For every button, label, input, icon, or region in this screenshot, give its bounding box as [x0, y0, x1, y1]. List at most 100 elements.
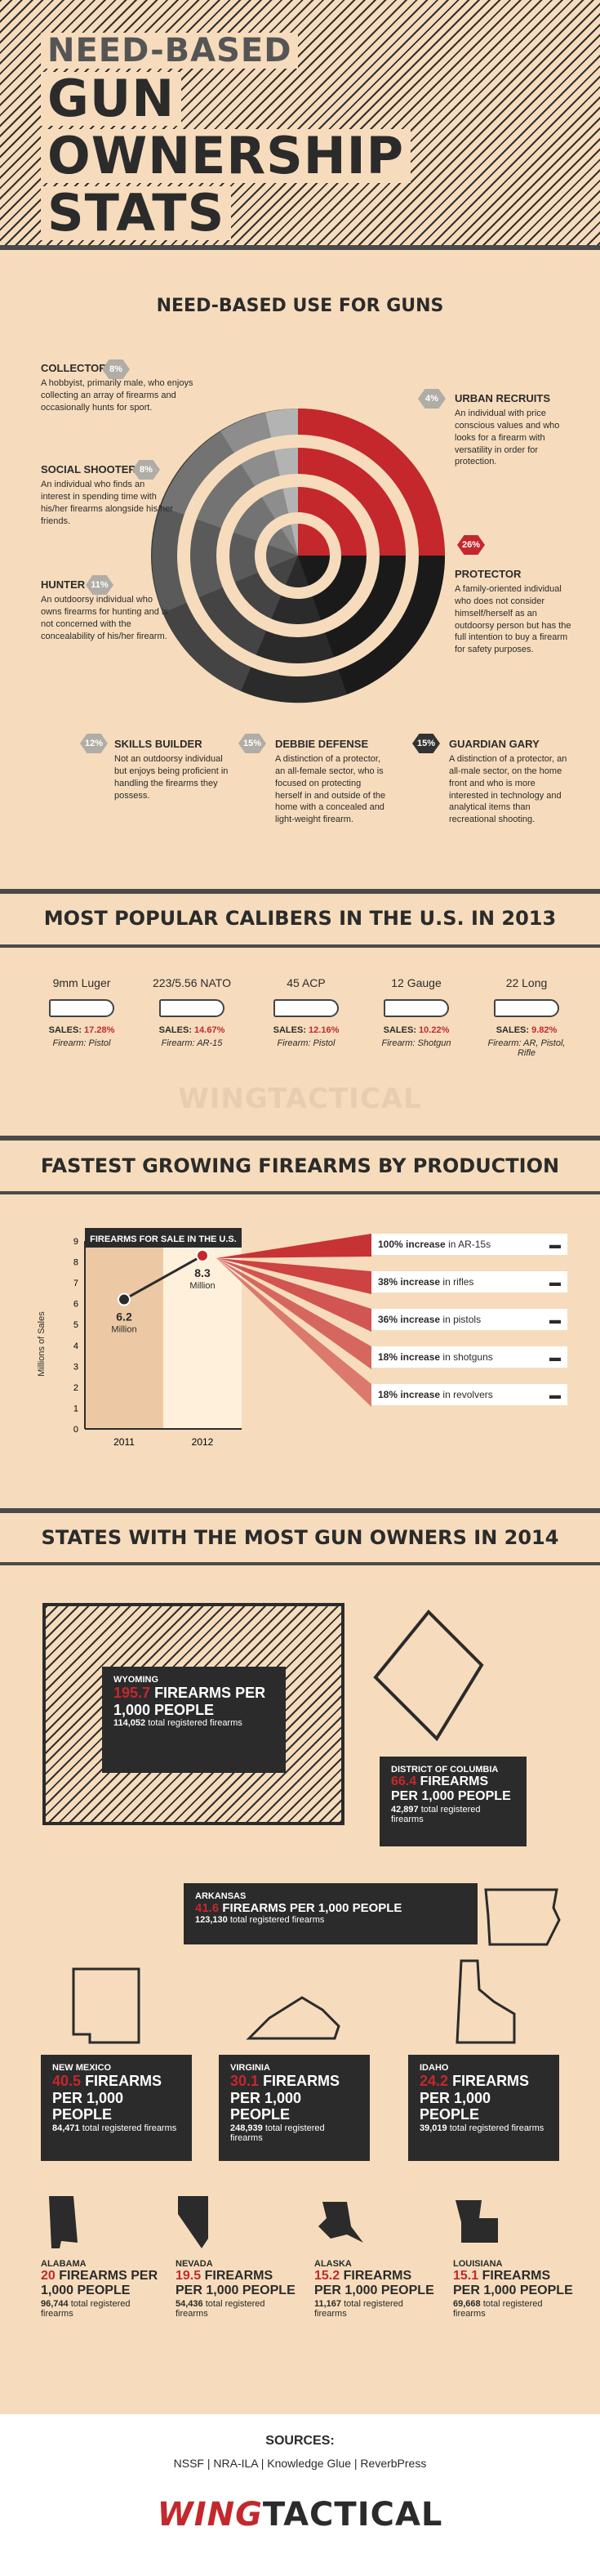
growth-what: in revolvers	[442, 1389, 493, 1400]
virginia-rate: 30.1 FIREARMS PER 1,000 PEOPLE	[230, 2073, 340, 2123]
wyoming-rate: 195.7 FIREARMS PER 1,000 PEOPLE	[113, 1685, 266, 1718]
dc-total: 42,897 total registered firearms	[391, 1804, 481, 1824]
caliber-sales: SALES: 12.16%	[273, 1025, 340, 1035]
header-title-stats: STATS	[41, 186, 232, 240]
wyoming-stat: WYOMING 195.7 FIREARMS PER 1,000 PEOPLE …	[102, 1667, 286, 1773]
arkansas-total: 123,130 total registered firearms	[195, 1915, 325, 1926]
nevada-name: NEVADA	[176, 2259, 213, 2269]
growth-what: in pistols	[442, 1314, 482, 1325]
growth-rays	[216, 1234, 371, 1407]
dc-stat: DISTRICT OF COLUMBIA 66.4 FIREARMS PER 1…	[380, 1757, 527, 1846]
wyoming-name: WYOMING	[113, 1675, 158, 1685]
caliber-sales: SALES: 17.28%	[48, 1025, 115, 1035]
divider	[0, 1136, 600, 1141]
caliber-firearm: Firearm: AR, Pistol, Rifle	[487, 1038, 566, 1058]
debbie-desc: A distinction of a protector, an all-fem…	[275, 754, 386, 825]
growth-item: 100% increase in AR-15s ▬	[371, 1234, 567, 1255]
gun-icon: ▬	[549, 1313, 561, 1326]
idaho-shape	[456, 1959, 516, 2044]
data-label-2012-unit: Million	[189, 1281, 215, 1291]
data-label-2012: 8.3	[194, 1266, 211, 1279]
guardian-percent: 15%	[412, 734, 440, 753]
x-tick-label: 2012	[192, 1436, 214, 1448]
caliber-item: 12 Gauge SALES: 10.22% Firearm: Shotgun	[367, 976, 465, 1048]
divider	[0, 944, 600, 948]
nevada-stat: NEVADA 19.5 FIREARMS PER 1,000 PEOPLE 54…	[176, 2259, 298, 2319]
logo-tactical: TACTICAL	[262, 2496, 443, 2534]
caliber-name: 45 ACP	[287, 976, 326, 989]
section-title-states: STATES WITH THE MOST GUN OWNERS IN 2014	[41, 1526, 559, 1549]
caliber-name: 9mm Luger	[52, 976, 111, 989]
newmexico-stat: NEW MEXICO 40.5 FIREARMS PER 1,000 PEOPL…	[41, 2055, 192, 2161]
caliber-firearm: Firearm: Pistol	[52, 1038, 111, 1048]
alabama-name: ALABAMA	[41, 2259, 87, 2269]
y-tick-label: 9	[73, 1237, 78, 1247]
social-title: SOCIAL SHOOTER	[41, 463, 136, 475]
collector-title: COLLECTOR	[41, 362, 107, 374]
alaska-total: 11,167 total registered firearms	[314, 2298, 403, 2319]
virginia-shape	[246, 1996, 340, 2040]
gun-icon: ▬	[549, 1351, 561, 1364]
data-point-2011	[118, 1292, 131, 1306]
category-protector: PROTECTOR A family-oriented individual w…	[455, 568, 577, 656]
header-subtitle: NEED-BASED	[41, 33, 299, 69]
growth-item: 38% increase in rifles ▬	[371, 1271, 567, 1292]
bullet-icon	[273, 999, 339, 1017]
divider	[0, 1562, 600, 1565]
growth-pct: 100% increase	[378, 1239, 446, 1250]
chart-bg-2012	[163, 1241, 242, 1429]
growth-pct: 38% increase	[378, 1276, 441, 1288]
bullet-icon	[159, 999, 224, 1017]
use-donut-chart	[151, 408, 446, 703]
y-tick-label: 2	[73, 1383, 78, 1393]
protector-desc: A family-oriented individual who does no…	[455, 584, 571, 655]
caliber-item: 9mm Luger SALES: 17.28% Firearm: Pistol	[33, 976, 131, 1048]
skills-title: SKILLS BUILDER	[114, 738, 202, 750]
gun-icon: ▬	[549, 1238, 561, 1251]
growth-pct: 36% increase	[378, 1314, 441, 1325]
arkansas-stat: ARKANSAS 41.6 FIREARMS PER 1,000 PEOPLE …	[184, 1883, 478, 1944]
collector-percent: 8%	[102, 359, 130, 379]
arkansas-name: ARKANSAS	[195, 1891, 247, 1901]
data-label-2011: 6.2	[116, 1310, 132, 1324]
divider	[0, 245, 600, 250]
y-axis-label: Millions of Sales	[37, 1311, 47, 1377]
collector-desc: A hobbyist, primarily male, who enjoys c…	[41, 378, 193, 413]
category-debbie: DEBBIE DEFENSE A distinction of a protec…	[275, 738, 389, 826]
data-label-2011-unit: Million	[111, 1325, 136, 1335]
louisiana-rate: 15.1 FIREARMS PER 1,000 PEOPLE	[453, 2269, 573, 2298]
header-title-gun: GUN	[41, 72, 182, 126]
newmexico-shape	[72, 1967, 140, 2044]
social-percent: 8%	[132, 460, 160, 480]
louisiana-stat: LOUISIANA 15.1 FIREARMS PER 1,000 PEOPLE…	[453, 2259, 576, 2319]
caliber-sales: SALES: 14.67%	[158, 1025, 225, 1035]
divider	[0, 1191, 600, 1194]
growth-pct: 18% increase	[378, 1389, 441, 1400]
protector-percent: 26%	[457, 535, 485, 555]
y-tick-label: 7	[73, 1279, 78, 1288]
caliber-name: 12 Gauge	[391, 976, 442, 989]
caliber-name: 223/5.56 NATO	[153, 976, 231, 989]
chart-bg-2011	[85, 1241, 163, 1429]
virginia-name: VIRGINIA	[230, 2063, 270, 2073]
alaska-name: ALASKA	[314, 2259, 352, 2269]
y-tick-label: 3	[73, 1362, 78, 1372]
virginia-stat: VIRGINIA 30.1 FIREARMS PER 1,000 PEOPLE …	[219, 2055, 370, 2161]
urban-percent: 4%	[418, 389, 446, 408]
y-tick-label: 8	[73, 1258, 78, 1268]
section-title-growth: FASTEST GROWING FIREARMS BY PRODUCTION	[40, 1154, 560, 1177]
idaho-rate: 24.2 FIREARMS PER 1,000 PEOPLE	[420, 2073, 530, 2123]
growth-what: in AR-15s	[448, 1239, 491, 1250]
x-tick-label: 2011	[113, 1436, 135, 1448]
divider	[0, 889, 600, 894]
newmexico-total: 84,471 total registered firearms	[52, 2123, 177, 2134]
hunter-desc: An outdoorsy individual who owns firearm…	[41, 595, 168, 641]
category-collector: COLLECTOR A hobbyist, primarily male, wh…	[41, 362, 212, 414]
nevada-rate: 19.5 FIREARMS PER 1,000 PEOPLE	[176, 2269, 296, 2298]
urban-title: URBAN RECRUITS	[455, 392, 550, 404]
caliber-item: 45 ACP SALES: 12.16% Firearm: Pistol	[257, 976, 355, 1048]
guardian-desc: A distinction of a protector, an all-mal…	[449, 754, 567, 825]
y-tick-label: 4	[73, 1342, 78, 1351]
caliber-firearm: Firearm: Pistol	[277, 1038, 336, 1048]
